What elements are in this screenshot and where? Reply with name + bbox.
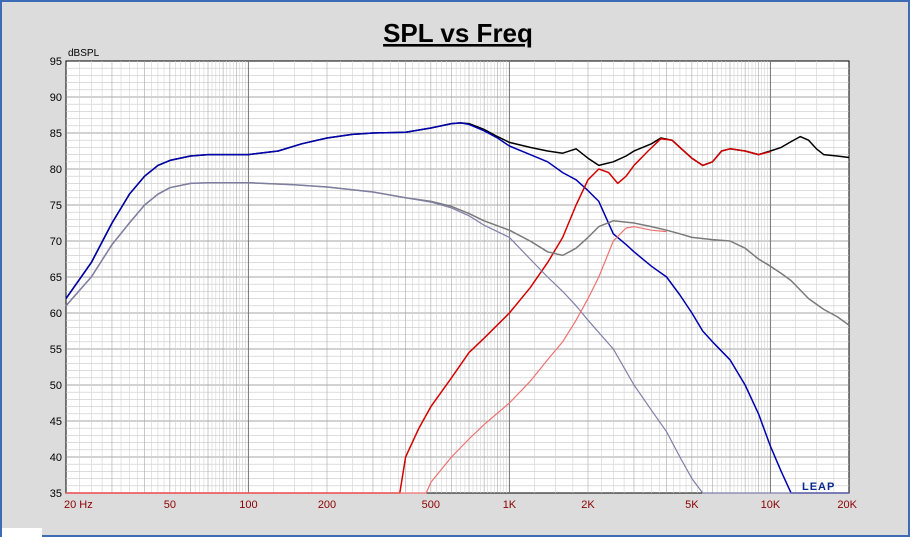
y-tick-label: 45 (50, 416, 62, 428)
y-tick-label: 55 (50, 344, 62, 356)
y-tick-label: 90 (50, 92, 62, 104)
series-line-6 (66, 226, 667, 494)
y-tick-label: 60 (50, 308, 62, 320)
y-tick-label: 40 (50, 452, 62, 464)
x-tick-labels: 20 Hz 50 100 200 500 1K 2K 5K 10K 20K (64, 499, 858, 511)
series-line-2 (65, 122, 849, 494)
y-axis-label: dBSPL (68, 48, 100, 59)
y-tick-label: 65 (50, 272, 62, 284)
x-tick-label: 20 Hz (64, 499, 93, 511)
x-tick-label: 200 (318, 499, 336, 511)
y-tick-label: 75 (50, 200, 62, 212)
y-tick-label: 50 (50, 380, 62, 392)
x-tick-label: 500 (422, 499, 440, 511)
series-layer (65, 122, 850, 494)
x-tick-label: 100 (239, 499, 257, 511)
grid-lines (66, 61, 849, 493)
x-tick-label: 10K (761, 499, 781, 511)
y-tick-label: 80 (50, 164, 62, 176)
chart-title: SPL vs Freq (383, 18, 533, 48)
y-tick-labels: 35 40 45 50 55 60 65 70 75 80 85 90 95 (50, 56, 62, 500)
x-tick-label: 5K (685, 499, 699, 511)
x-tick-label: 50 (164, 499, 176, 511)
series-line-5 (65, 182, 849, 494)
y-tick-label: 95 (50, 56, 62, 68)
x-tick-label: 20K (837, 499, 857, 511)
leap-logo: LEAP (802, 481, 835, 493)
y-tick-label: 35 (50, 488, 62, 500)
y-tick-label: 85 (50, 128, 62, 140)
y-tick-label: 70 (50, 236, 62, 248)
x-tick-label: 2K (581, 499, 595, 511)
x-tick-label: 1K (503, 499, 517, 511)
series-line-3 (66, 138, 771, 494)
bottom-strip (2, 528, 42, 537)
